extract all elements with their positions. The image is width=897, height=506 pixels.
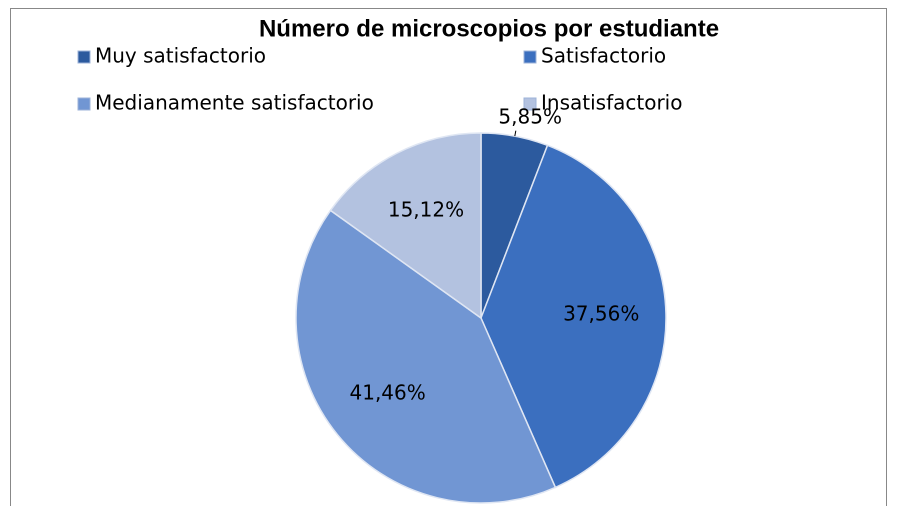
chart-title: Número de microscopios por estudiante xyxy=(259,15,719,42)
legend-swatch xyxy=(523,97,537,111)
data-label: 5,85% xyxy=(498,104,562,128)
pie-slice xyxy=(295,209,557,504)
legend-label: Medianamente satisfactorio xyxy=(95,91,374,115)
pie-slice xyxy=(329,132,482,320)
legend-label: Muy satisfactorio xyxy=(95,44,266,68)
leader-line xyxy=(514,130,517,137)
legend-label: Satisfactorio xyxy=(541,44,666,68)
legend-swatch xyxy=(77,97,91,111)
legend-swatch xyxy=(523,50,537,64)
data-label: 37,56% xyxy=(563,302,639,326)
pie-slice xyxy=(480,144,667,489)
data-label: 41,46% xyxy=(350,380,426,404)
legend-swatch xyxy=(77,50,91,64)
legend-label: Insatisfactorio xyxy=(541,91,682,115)
data-label: 15,12% xyxy=(388,198,464,222)
